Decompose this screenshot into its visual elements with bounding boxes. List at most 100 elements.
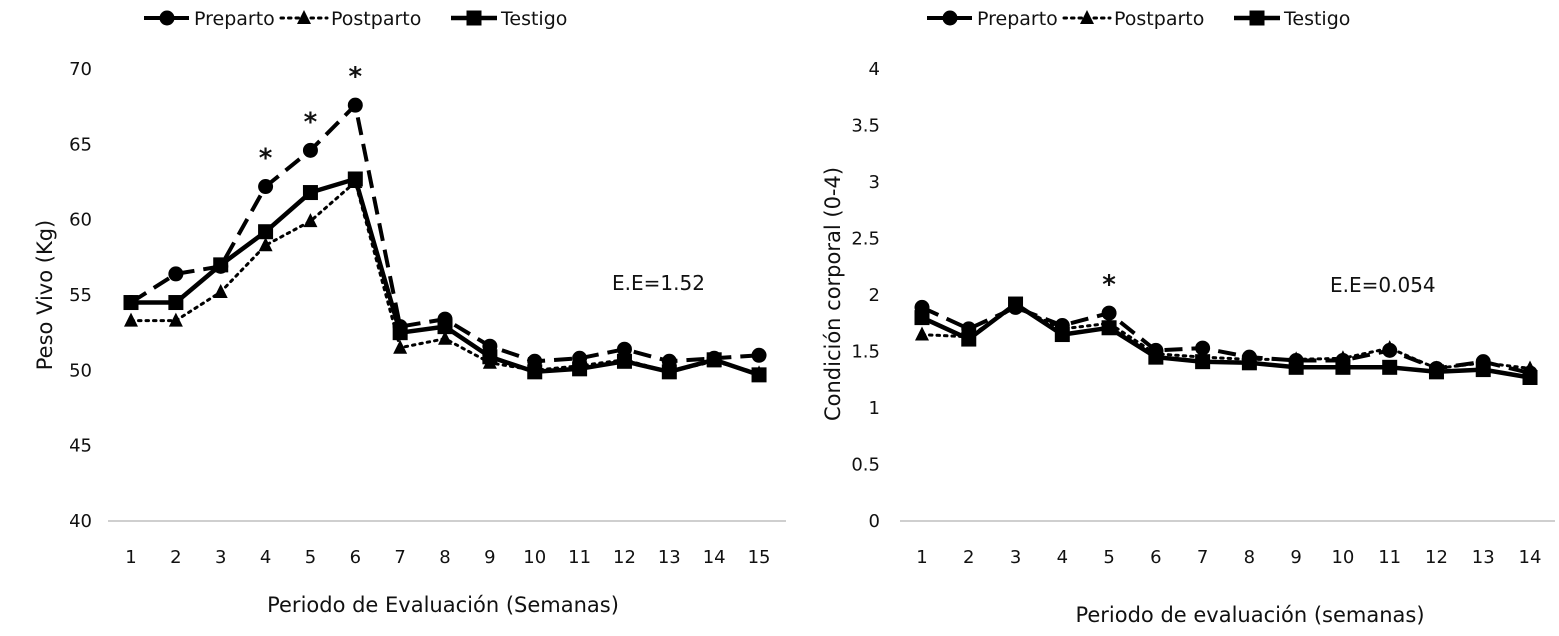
x-tick-label: 3 (1010, 547, 1021, 568)
data-point-postparto (168, 312, 183, 327)
data-point-preparto (1101, 305, 1117, 321)
x-tick-label: 13 (1472, 547, 1495, 568)
data-point-testigo (1008, 296, 1024, 312)
data-point-testigo (961, 331, 977, 347)
legend-marker (466, 10, 482, 26)
data-point-testigo (1241, 355, 1257, 371)
legend-marker (159, 10, 175, 26)
x-tick-label: 11 (1378, 547, 1401, 568)
x-tick-label: 7 (394, 547, 405, 568)
x-tick-label: 15 (748, 547, 771, 568)
data-point-postparto (124, 312, 138, 327)
x-tick-label: 5 (305, 547, 316, 568)
series-group (123, 97, 767, 383)
series-testigo (123, 171, 767, 383)
legend-item-testigo: Testigo (1234, 8, 1350, 30)
y-tick-label: 0.5 (851, 455, 880, 476)
data-point-testigo (1101, 320, 1117, 336)
x-tick-label: 13 (658, 547, 681, 568)
data-point-testigo (213, 257, 229, 273)
x-tick-label: 11 (568, 547, 591, 568)
data-point-testigo (527, 364, 543, 380)
data-point-testigo (1475, 362, 1491, 378)
x-axis-title: Periodo de Evaluación (Semanas) (267, 593, 619, 617)
data-point-testigo (258, 224, 274, 240)
legend-label: Testigo (1283, 8, 1350, 30)
x-tick-label: 8 (439, 547, 450, 568)
x-tick-label: 10 (1331, 547, 1354, 568)
x-tick-label: 2 (170, 547, 181, 568)
x-tick-label: 9 (1290, 547, 1301, 568)
significance-star: * (259, 144, 273, 174)
x-tick-label: 6 (1150, 547, 1161, 568)
legend-label: Testigo (500, 8, 567, 30)
data-point-testigo (1522, 369, 1538, 385)
significance-markers: * * * (259, 62, 363, 173)
legend: Preparto Postparto Testigo (927, 8, 1350, 30)
legend: Preparto Postparto Testigo (144, 8, 567, 30)
x-tick-label: 12 (613, 547, 636, 568)
y-tick-label: 40 (69, 511, 92, 532)
legend-marker (297, 10, 311, 24)
y-tick-label: 3.5 (851, 116, 880, 137)
legend-marker (942, 10, 958, 26)
x-tick-label: 1 (125, 547, 136, 568)
y-tick-label: 55 (69, 285, 92, 306)
legend-label: Postparto (331, 8, 421, 30)
legend-label: Preparto (194, 8, 275, 30)
data-point-preparto (258, 179, 274, 195)
data-point-preparto (168, 266, 184, 282)
legend-label: Postparto (1114, 8, 1204, 30)
data-point-postparto (393, 339, 408, 354)
x-tick-label: 1 (916, 547, 927, 568)
data-point-testigo (616, 353, 632, 369)
data-point-testigo (347, 171, 363, 187)
x-tick-labels: 1 2 3 4 5 6 7 8 9 10 11 12 13 14 15 (125, 547, 770, 568)
x-tick-label: 3 (215, 547, 226, 568)
data-point-testigo (751, 367, 767, 383)
x-tick-labels: 1 2 3 4 5 6 7 8 9 10 11 12 13 14 (916, 547, 1541, 568)
y-axis-title: Condición corporal (0-4) (821, 167, 845, 421)
x-tick-label: 7 (1197, 547, 1208, 568)
x-tick-label: 2 (963, 547, 974, 568)
significance-star: * (348, 62, 362, 92)
data-point-testigo (392, 325, 408, 341)
data-point-postparto (213, 283, 228, 298)
y-tick-label: 45 (69, 436, 92, 457)
data-point-testigo (437, 319, 453, 335)
data-point-postparto (303, 213, 318, 228)
legend-item-preparto: Preparto (144, 8, 275, 30)
y-tick-label: 50 (69, 360, 92, 381)
peso-vivo-chart: Preparto Postparto Testigo 40455055606570 … (33, 8, 786, 617)
series-group (914, 296, 1538, 385)
x-tick-label: 9 (484, 547, 495, 568)
data-point-preparto (616, 341, 632, 357)
x-tick-label: 14 (1519, 547, 1542, 568)
x-axis-title: Periodo de evaluación (semanas) (1075, 603, 1424, 627)
data-point-testigo (1288, 359, 1304, 375)
data-point-testigo (123, 295, 139, 311)
y-tick-label: 4 (869, 59, 880, 80)
y-tick-labels: 0 0.5 1 1.5 2 2.5 3 3.5 4 (851, 59, 880, 532)
y-tick-label: 2 (869, 285, 880, 306)
data-point-testigo (1335, 359, 1351, 375)
y-tick-label: 1 (869, 398, 880, 419)
data-point-testigo (1382, 359, 1398, 375)
legend-item-preparto: Preparto (927, 8, 1058, 30)
data-point-testigo (302, 185, 318, 201)
data-point-postparto (438, 330, 453, 345)
significance-star: * (304, 107, 318, 137)
data-point-testigo (482, 349, 498, 365)
data-point-testigo (1148, 349, 1164, 365)
x-tick-label: 12 (1425, 547, 1448, 568)
y-tick-label: 2.5 (851, 229, 880, 250)
y-tick-label: 0 (869, 511, 880, 532)
legend-item-testigo: Testigo (451, 8, 567, 30)
data-point-testigo (706, 352, 722, 368)
series-line-testigo (921, 301, 1531, 380)
y-tick-label: 60 (69, 210, 92, 231)
data-point-testigo (1428, 364, 1444, 380)
legend-label: Preparto (977, 8, 1058, 30)
series-testigo (914, 296, 1538, 385)
